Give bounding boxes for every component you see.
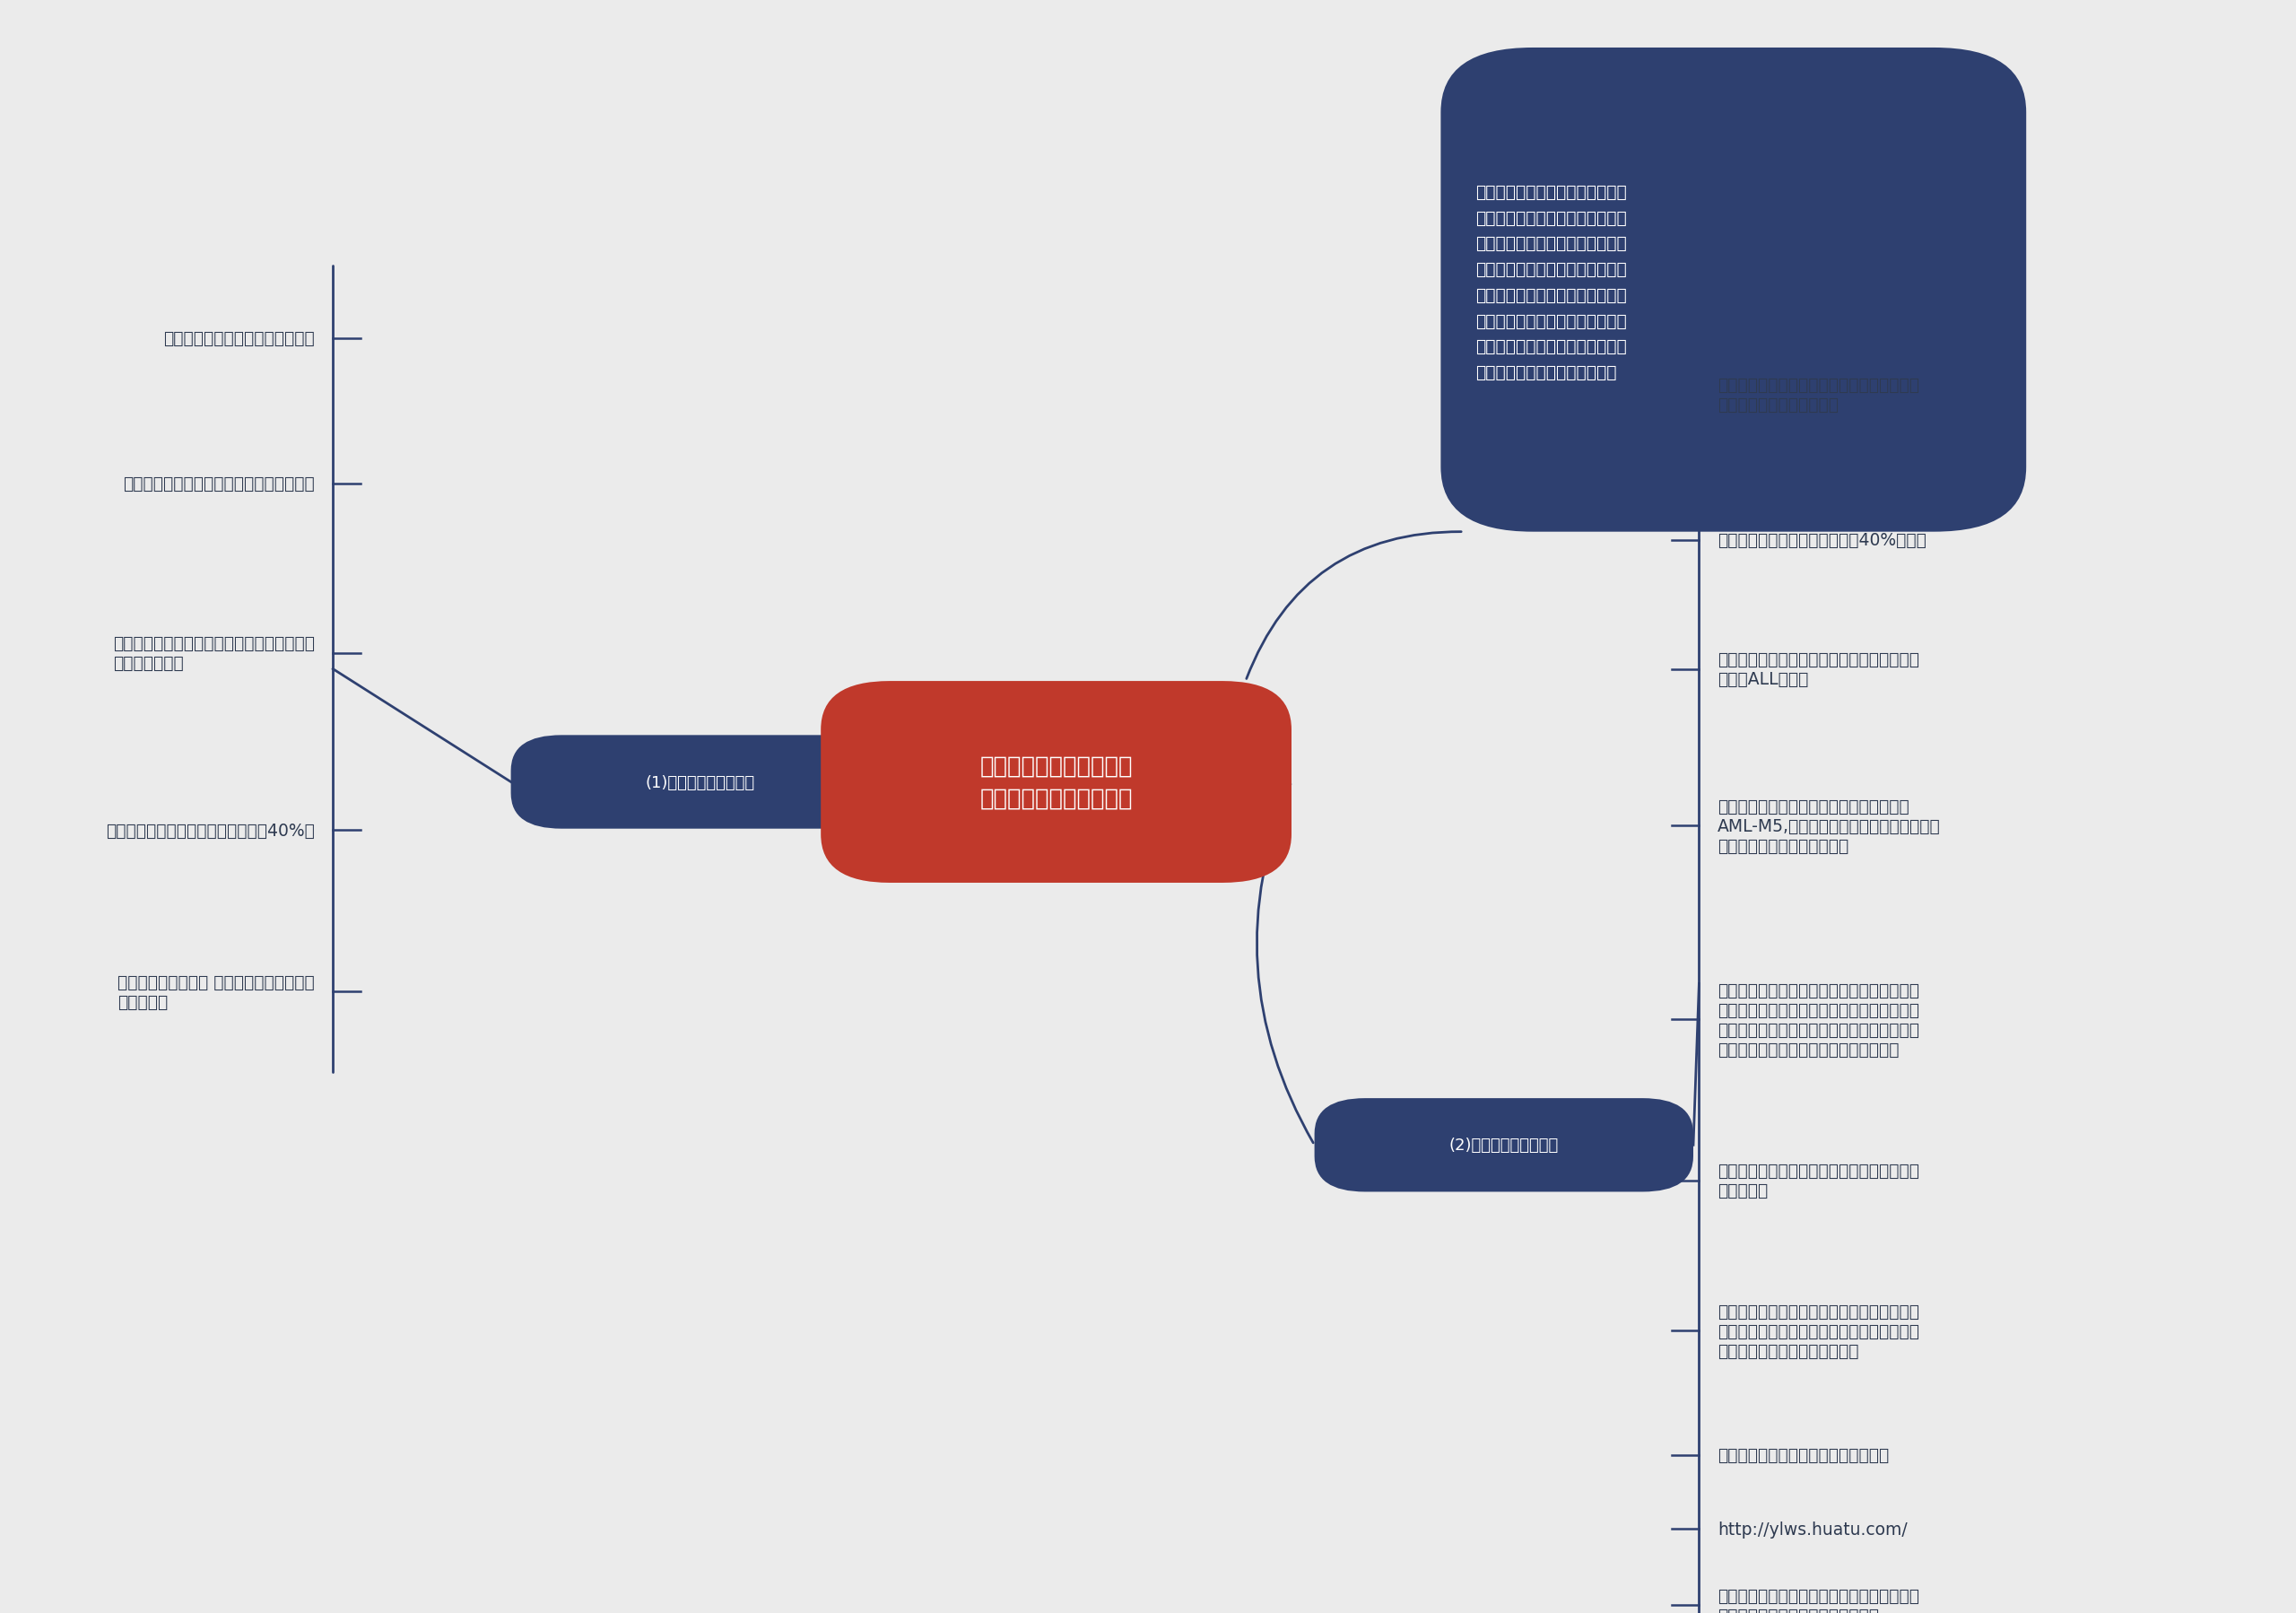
FancyBboxPatch shape	[822, 681, 1290, 884]
Text: (1)白血病患者早期症状: (1)白血病患者早期症状	[645, 774, 755, 790]
Text: 出血：白血病以出血为早期表现者近40%。: 出血：白血病以出血为早期表现者近40%。	[106, 823, 315, 839]
Text: 发热：半数以上的患者以发热为早期表现。: 发热：半数以上的患者以发热为早期表现。	[124, 476, 315, 492]
Text: (2)白血病患者晚期症状: (2)白血病患者晚期症状	[1449, 1137, 1559, 1153]
Text: 原因不明无痛肿大：大部分白血病患者有浅表
淋巴结的肿大。: 原因不明无痛肿大：大部分白血病患者有浅表 淋巴结的肿大。	[113, 636, 315, 671]
Text: 心脏：大多数表现为心肌白血病浸润，出血及
心外膜出血，心包积液等。: 心脏：大多数表现为心肌白血病浸润，出血及 心外膜出血，心包积液等。	[1717, 377, 1919, 413]
Text: 贫血：常常为白血病的首发症状。: 贫血：常常为白血病的首发症状。	[163, 331, 315, 347]
Text: 口腔：齿龈肿胀、出血、白血病浸润多见于
AML-M5,严重者整个齿龈可极度增生，肿胀
如海绵样、表面破溃易出血。: 口腔：齿龈肿胀、出血、白血病浸润多见于 AML-M5,严重者整个齿龈可极度增生，…	[1717, 797, 1940, 855]
Text: 即时推送执业药师考试信息、行业资讯、备考
资料，欢迎关注，陪你一起过药考！: 即时推送执业药师考试信息、行业资讯、备考 资料，欢迎关注，陪你一起过药考！	[1717, 1587, 1919, 1613]
FancyBboxPatch shape	[510, 736, 889, 829]
FancyBboxPatch shape	[1442, 48, 2025, 532]
Text: 近几年的事业单位考试中，临床医
学的知识占了很重要的位置，其中
考察内科学和外科学的知识相对比
较多，其中有关于白血病的早期和
晚期的症状容易混淆，从各种临床
: 近几年的事业单位考试中，临床医 学的知识占了很重要的位置，其中 考察内科学和外科…	[1476, 184, 1626, 381]
Text: 皮肤：可有特异性和非特异性皮肤损害二种，
前者表现为斑丘疹、脓疱、肿块、结节、红皮
病、剥脱性皮炎等，多见于成人单核细胞白血
病，后者则多表现为皮肤瘀斑、斑点等: 皮肤：可有特异性和非特异性皮肤损害二种， 前者表现为斑丘疹、脓疱、肿块、结节、红…	[1717, 981, 1919, 1058]
Text: 其他：子宫、卵巢、睾丸、前列腺等皆可被白
细胞浸润，女性病人常有阴道出血和月经周期
紊乱，男性病人可有性欲减退。: 其他：子宫、卵巢、睾丸、前列腺等皆可被白 细胞浸润，女性病人常有阴道出血和月经周…	[1717, 1302, 1919, 1360]
Text: 头痛、恶心、呕吐、 偏瘫、意识丧失等神经
系统症状。: 头痛、恶心、呕吐、 偏瘫、意识丧失等神经 系统症状。	[117, 974, 315, 1010]
Text: 骨与关节：骨与关节疼痛是白血病的重要症状
之一，ALL多见。: 骨与关节：骨与关节疼痛是白血病的重要症状 之一，ALL多见。	[1717, 652, 1919, 687]
Text: 临床医学基础知识：白血
病的早期症状和晚期症状: 临床医学基础知识：白血 病的早期症状和晚期症状	[980, 755, 1132, 810]
Text: 肾脏：白血病有肾脏病变者高达40%以上。: 肾脏：白血病有肾脏病变者高达40%以上。	[1717, 532, 1926, 548]
Text: http://ylws.huatu.com/: http://ylws.huatu.com/	[1717, 1521, 1908, 1537]
Text: 胃肠系统：表现为恶心呕吐、食欲缺乏、腹胀
、腹泻等。: 胃肠系统：表现为恶心呕吐、食欲缺乏、腹胀 、腹泻等。	[1717, 1163, 1919, 1198]
FancyBboxPatch shape	[1313, 1098, 1694, 1192]
Text: 以上就是白血病的早期和晚期的症状。: 以上就是白血病的早期和晚期的症状。	[1717, 1447, 1890, 1463]
